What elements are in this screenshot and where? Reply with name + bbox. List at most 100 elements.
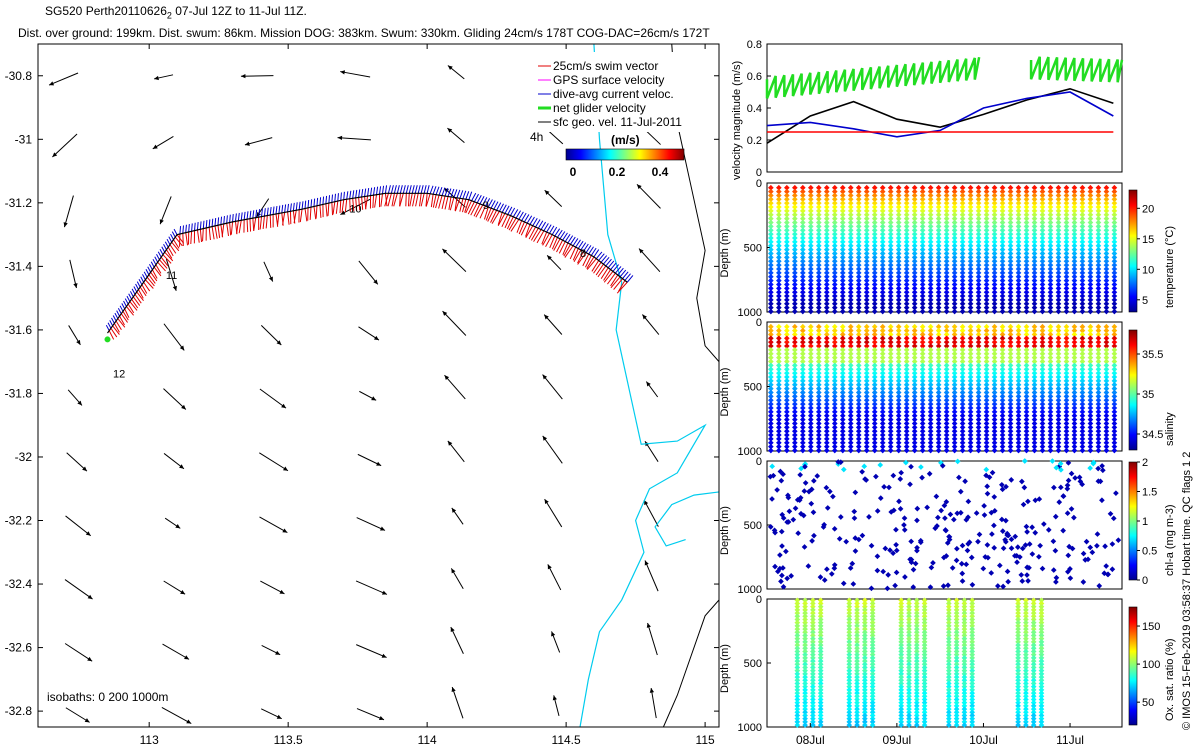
dive-avg-current-vector xyxy=(168,236,173,243)
dive-avg-current-vector xyxy=(490,200,496,209)
sfc-velocity-arrowhead xyxy=(649,688,655,693)
temperature-point xyxy=(879,308,886,315)
swim-vector xyxy=(459,198,464,212)
dive-avg-current-vector xyxy=(128,293,133,300)
salinity-cbar-tick-label: 34.5 xyxy=(1142,429,1163,441)
sfc-velocity-arrowhead xyxy=(451,568,456,574)
sfc-velocity-arrow xyxy=(442,310,467,336)
sfc-velocity-arrow xyxy=(163,323,185,351)
dive-avg-current-vector xyxy=(376,186,379,195)
dive-avg-current-vector xyxy=(619,269,627,278)
dive-avg-current-vector xyxy=(234,213,237,222)
dive-avg-current-vector xyxy=(593,249,600,258)
temperature-point xyxy=(887,262,894,268)
swim-vector xyxy=(425,193,431,207)
temperature-point xyxy=(847,285,854,292)
temperature-point xyxy=(855,258,862,265)
sfc-velocity-arrow xyxy=(636,183,661,209)
temperature-point xyxy=(776,308,782,315)
swim-vector xyxy=(364,196,367,210)
map-xtick-label: 115 xyxy=(696,733,715,747)
temperature-point xyxy=(895,281,902,288)
dive-avg-current-vector xyxy=(159,248,164,255)
swim-vector xyxy=(352,198,355,212)
swim-vector xyxy=(577,251,584,264)
dive-avg-current-vector xyxy=(408,185,412,194)
time-tick-label: 11Jul xyxy=(1056,733,1084,747)
swim-vector xyxy=(525,225,534,239)
swim-vector xyxy=(339,200,342,214)
swim-vector xyxy=(485,207,492,221)
sfc-velocity-arrow xyxy=(64,643,93,662)
temperature-point xyxy=(887,273,894,280)
temperature-point xyxy=(799,297,806,303)
swim-vector xyxy=(444,196,449,210)
swim-vector xyxy=(112,325,120,335)
chla-cbar-tick-label: 0.5 xyxy=(1142,546,1157,558)
sfc-velocity-arrowhead xyxy=(373,279,378,285)
temperature-point xyxy=(895,266,902,272)
swim-vector xyxy=(119,315,125,326)
temperature-point xyxy=(839,277,846,284)
swim-vector xyxy=(399,193,401,207)
dive-avg-current-vector xyxy=(444,187,449,197)
swim-vector xyxy=(173,239,180,249)
temperature-point xyxy=(776,289,782,296)
colorbar-tick-2: 0.4 xyxy=(652,165,669,179)
dive-avg-current-vector xyxy=(575,239,581,248)
swim-vector xyxy=(115,320,122,331)
swim-vector xyxy=(136,291,144,302)
temperature-point xyxy=(839,293,846,299)
swim-vector xyxy=(246,219,249,233)
dive-avg-current-vector xyxy=(549,225,555,234)
dive-avg-current-vector xyxy=(322,196,325,205)
oxygen-ytick-label: 1000 xyxy=(738,722,762,734)
dive-avg-current-vector xyxy=(164,241,169,248)
swim-vector xyxy=(520,222,528,236)
swim-vector xyxy=(551,237,558,250)
temperature-point xyxy=(847,258,854,265)
swim-vector xyxy=(327,203,330,216)
temperature-point xyxy=(831,270,838,276)
swim-vector xyxy=(600,267,609,279)
temperature-cbar-tick-label: 5 xyxy=(1142,295,1148,307)
dive-avg-current-vector xyxy=(157,251,162,258)
dive-avg-current-vector xyxy=(191,223,193,232)
dive-avg-current-vector xyxy=(607,260,615,269)
dive-avg-current-vector xyxy=(266,207,269,216)
dive-avg-current-vector xyxy=(337,193,339,202)
swim-vector xyxy=(230,221,234,235)
map-colorbar: (m/s) 0 0.2 0.4 xyxy=(565,133,685,179)
colorbar-gradient xyxy=(565,148,685,161)
sfc-velocity-arrowhead xyxy=(378,716,384,721)
sfc-velocity-arrowhead xyxy=(636,184,642,190)
swim-vector xyxy=(448,196,452,210)
temperature-point xyxy=(831,281,838,288)
temperature-point xyxy=(855,293,862,299)
sfc-velocity-arrow xyxy=(244,137,273,146)
swim-vector xyxy=(465,200,473,214)
swim-vector xyxy=(454,198,461,212)
sfc-velocity-arrow xyxy=(355,580,388,595)
swim-vector xyxy=(129,301,138,311)
temperature-point xyxy=(823,266,830,272)
dive-avg-current-vector xyxy=(182,225,184,234)
temperature-point xyxy=(799,262,806,268)
dive-avg-current-vector xyxy=(272,206,275,215)
swim-vector xyxy=(516,220,523,233)
dive-avg-current-vector xyxy=(417,185,421,194)
temperature-point xyxy=(776,300,782,307)
sfc-velocity-arrow xyxy=(260,325,282,346)
sfc-velocity-arrowhead xyxy=(442,311,448,316)
isobaths-label: isobaths: 0 200 1000m xyxy=(47,690,168,704)
temperature-point xyxy=(879,270,886,276)
temperature-point xyxy=(839,258,846,265)
temperature-point xyxy=(791,308,798,315)
swim-vector xyxy=(108,330,115,340)
swim-vector xyxy=(419,193,422,207)
swim-vector xyxy=(610,274,619,287)
temperature-point xyxy=(863,300,870,307)
temperature-point xyxy=(863,289,870,296)
